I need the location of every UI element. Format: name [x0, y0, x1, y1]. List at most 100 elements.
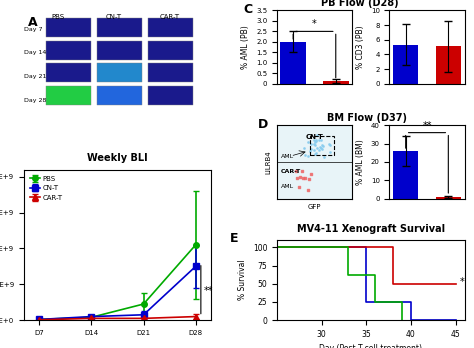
Title: BM Flow (D37): BM Flow (D37) [327, 113, 407, 123]
Text: C: C [243, 3, 252, 16]
Title: Weekly BLI: Weekly BLI [87, 153, 148, 163]
Text: Day 7: Day 7 [24, 26, 42, 32]
Text: CAR-T: CAR-T [160, 14, 180, 20]
Point [305, 177, 313, 182]
FancyBboxPatch shape [147, 41, 192, 60]
CN-T [274, 245, 280, 250]
Text: CAR-T: CAR-T [281, 169, 301, 174]
FancyBboxPatch shape [147, 86, 192, 105]
Point [299, 175, 307, 181]
Point [292, 168, 300, 174]
Point [300, 145, 308, 150]
FancyBboxPatch shape [46, 63, 91, 82]
Point [326, 149, 333, 155]
Point [310, 147, 318, 153]
Bar [393, 45, 419, 84]
Point [313, 138, 320, 144]
Bar [436, 197, 461, 199]
Point [295, 184, 303, 190]
FancyBboxPatch shape [147, 63, 192, 82]
Bar [280, 42, 306, 84]
Text: Day 28: Day 28 [24, 97, 46, 103]
Point [310, 141, 318, 147]
PBS [373, 273, 378, 277]
Text: *: * [460, 277, 465, 287]
Point [313, 145, 320, 151]
CAR-T [453, 282, 458, 286]
Y-axis label: % CD3 (PB): % CD3 (PB) [356, 25, 365, 69]
Line: PBS: PBS [277, 247, 402, 320]
Point [304, 187, 312, 192]
Bar [436, 46, 461, 84]
Text: CN-T: CN-T [106, 14, 122, 20]
CN-T [364, 300, 369, 304]
Text: A: A [27, 16, 37, 29]
X-axis label: Day (Post T-cell treatment): Day (Post T-cell treatment) [319, 345, 422, 348]
CAR-T [390, 245, 396, 250]
Point [313, 150, 320, 156]
Line: CN-T: CN-T [277, 247, 456, 320]
PBS [373, 300, 378, 304]
CAR-T [390, 282, 396, 286]
Point [311, 142, 319, 148]
Text: PBS: PBS [51, 14, 64, 20]
Point [319, 142, 326, 148]
Point [311, 151, 319, 156]
FancyBboxPatch shape [97, 86, 142, 105]
Y-axis label: LILRB4: LILRB4 [265, 150, 272, 174]
CAR-T [453, 282, 458, 286]
Y-axis label: % AML (BM): % AML (BM) [356, 139, 365, 185]
PBS [274, 245, 280, 250]
CN-T [453, 318, 458, 322]
Point [301, 175, 309, 181]
FancyBboxPatch shape [46, 86, 91, 105]
Point [317, 145, 325, 150]
Text: AML: AML [281, 184, 294, 189]
FancyBboxPatch shape [97, 18, 142, 37]
Point [326, 141, 333, 147]
Text: AML: AML [281, 154, 294, 159]
Point [318, 147, 326, 152]
CN-T [408, 300, 414, 304]
Y-axis label: % Survival: % Survival [238, 260, 247, 300]
PBS [346, 273, 351, 277]
Line: CAR-T: CAR-T [277, 247, 456, 284]
Point [326, 142, 334, 148]
Point [298, 168, 306, 174]
Text: **: ** [203, 286, 213, 296]
Point [308, 172, 315, 177]
CN-T [364, 245, 369, 250]
Point [317, 137, 324, 142]
Point [308, 141, 315, 147]
FancyBboxPatch shape [46, 41, 91, 60]
Point [312, 137, 320, 143]
Point [313, 132, 321, 138]
Text: Day 14: Day 14 [24, 50, 46, 55]
Point [301, 152, 309, 157]
Text: CN-T: CN-T [306, 134, 323, 140]
Legend: PBS, CN-T, CAR-T: PBS, CN-T, CAR-T [27, 173, 65, 204]
Title: MV4-11 Xenograft Survival: MV4-11 Xenograft Survival [297, 224, 445, 234]
Bar [323, 81, 348, 84]
PBS [346, 245, 351, 250]
Point [293, 175, 301, 181]
Point [320, 155, 328, 160]
Title: PB Flow (D28): PB Flow (D28) [321, 0, 398, 8]
Text: E: E [230, 232, 238, 245]
Point [319, 143, 327, 149]
FancyBboxPatch shape [97, 41, 142, 60]
Text: D: D [258, 118, 268, 131]
FancyBboxPatch shape [97, 63, 142, 82]
Point [315, 137, 323, 143]
X-axis label: GFP: GFP [308, 204, 321, 210]
CN-T [408, 318, 414, 322]
Text: *: * [312, 19, 317, 29]
Bar [393, 151, 419, 199]
Point [310, 137, 318, 143]
Y-axis label: % AML (PB): % AML (PB) [241, 25, 250, 69]
Point [315, 147, 322, 152]
Point [306, 148, 313, 153]
PBS [399, 318, 405, 322]
Point [316, 144, 324, 149]
Point [304, 153, 311, 159]
